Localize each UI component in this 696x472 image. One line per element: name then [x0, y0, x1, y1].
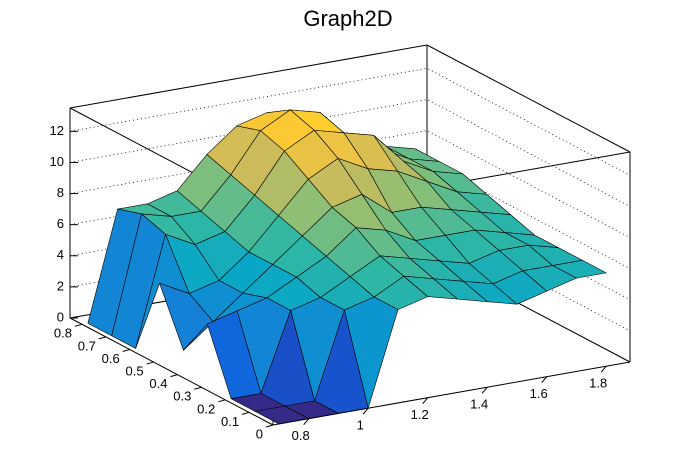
y-tick	[241, 411, 250, 415]
y-tick	[194, 386, 202, 390]
chart-title: Graph2D	[303, 6, 392, 31]
x-tick-label: 1.6	[530, 386, 548, 401]
y-tick-label: 0	[256, 426, 263, 441]
x-tick-label: 1.8	[589, 376, 607, 391]
z-tick-label: 2	[57, 278, 64, 293]
z-tick-label: 8	[57, 185, 64, 200]
x-tick-label: 1	[357, 418, 364, 433]
x-tick	[541, 376, 548, 384]
y-tick	[265, 424, 274, 428]
y-tick	[74, 323, 83, 327]
y-tick	[146, 361, 154, 365]
x-tick-label: 0.8	[292, 428, 310, 443]
grid-line	[69, 130, 631, 238]
y-tick	[218, 399, 226, 403]
x-tick	[422, 397, 429, 405]
z-tick-label: 12	[50, 123, 64, 138]
z-tick-label: 10	[50, 154, 64, 169]
y-tick	[170, 374, 178, 378]
z-tick-label: 6	[57, 216, 64, 231]
y-tick-label: 0.3	[173, 389, 191, 404]
y-tick-label: 0.6	[102, 351, 120, 366]
x-tick	[600, 365, 607, 373]
x-tick-label: 1.2	[411, 407, 429, 422]
x-tick	[481, 386, 488, 394]
x-tick-label: 1.4	[470, 397, 488, 412]
y-tick-label: 0.8	[54, 326, 72, 341]
y-tick	[98, 336, 106, 340]
x-tick	[362, 407, 369, 415]
y-tick-label: 0.7	[78, 338, 96, 353]
grid-line	[69, 99, 631, 207]
y-tick-label: 0.1	[221, 414, 239, 429]
z-tick-label: 4	[57, 247, 64, 262]
box-edge	[69, 44, 428, 109]
z-tick-label: 0	[57, 309, 64, 324]
y-tick	[122, 348, 130, 352]
y-tick-label: 0.4	[149, 376, 167, 391]
box-edge	[426, 44, 631, 153]
x-axis	[272, 361, 631, 426]
x-tick	[303, 418, 310, 426]
grid-line	[69, 67, 631, 176]
y-axis	[69, 317, 274, 426]
y-tick-label: 0.2	[197, 401, 215, 416]
y-tick-label: 0.5	[126, 363, 144, 378]
